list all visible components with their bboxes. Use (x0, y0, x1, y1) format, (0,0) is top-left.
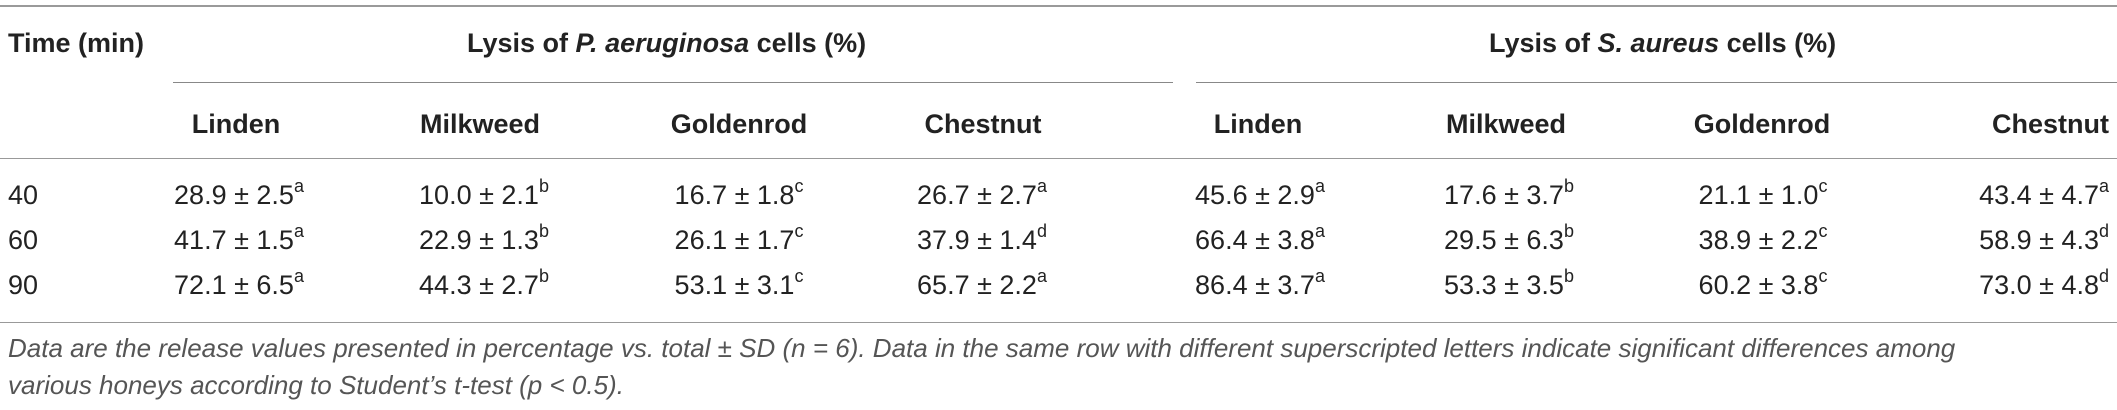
row-time: 60 (8, 225, 39, 255)
group-header-s-aureus: Lysis of S. aureus cells (%) (1489, 28, 1837, 58)
table-cell: 65.7 ± 2.2a (917, 266, 1047, 300)
table-cell: 53.3 ± 3.5b (1444, 266, 1574, 300)
time-column-header: Time (min) (8, 28, 145, 58)
column-header-goldenrod: Goldenrod (1693, 109, 1831, 139)
table-footnote: Data are the release values presented in… (8, 330, 2108, 404)
group-header-p-aeruginosa: Lysis of P. aeruginosa cells (%) (467, 28, 867, 58)
column-header-chestnut: Chestnut (1992, 109, 2109, 139)
table-cell: 45.6 ± 2.9a (1195, 176, 1325, 210)
group-rule-s-aureus (1196, 82, 2117, 83)
table-cell: 38.9 ± 2.2c (1698, 221, 1828, 255)
column-header-goldenrod: Goldenrod (670, 109, 808, 139)
group-rule-p-aeruginosa (173, 82, 1173, 83)
table-cell: 28.9 ± 2.5a (174, 176, 304, 210)
header-rule (0, 158, 2117, 159)
column-header-milkweed: Milkweed (419, 109, 541, 139)
table-cell: 10.0 ± 2.1b (419, 176, 549, 210)
table-cell: 22.9 ± 1.3b (419, 221, 549, 255)
table-cell: 37.9 ± 1.4d (917, 221, 1047, 255)
table-cell: 44.3 ± 2.7b (419, 266, 549, 300)
table-cell: 58.9 ± 4.3d (1979, 221, 2109, 255)
top-rule (0, 5, 2117, 7)
table-cell: 86.4 ± 3.7a (1195, 266, 1325, 300)
table-cell: 29.5 ± 6.3b (1444, 221, 1574, 255)
column-header-chestnut: Chestnut (924, 109, 1042, 139)
footnote-line: Data are the release values presented in… (8, 333, 1956, 363)
table-cell: 16.7 ± 1.8c (674, 176, 804, 210)
column-header-linden: Linden (1213, 109, 1303, 139)
table-cell: 43.4 ± 4.7a (1979, 176, 2109, 210)
row-time: 40 (8, 180, 39, 210)
table-cell: 72.1 ± 6.5a (174, 266, 304, 300)
table-cell: 21.1 ± 1.0c (1698, 176, 1828, 210)
bottom-rule (0, 322, 2117, 323)
table-cell: 53.1 ± 3.1c (674, 266, 804, 300)
footnote-line: various honeys according to Student’s t-… (8, 370, 624, 400)
table-cell: 41.7 ± 1.5a (174, 221, 304, 255)
table-cell: 17.6 ± 3.7b (1444, 176, 1574, 210)
table-cell: 26.1 ± 1.7c (674, 221, 804, 255)
table-cell: 73.0 ± 4.8d (1979, 266, 2109, 300)
column-header-milkweed: Milkweed (1445, 109, 1567, 139)
table-cell: 60.2 ± 3.8c (1698, 266, 1828, 300)
row-time: 90 (8, 270, 39, 300)
table-cell: 26.7 ± 2.7a (917, 176, 1047, 210)
table-cell: 66.4 ± 3.8a (1195, 221, 1325, 255)
column-header-linden: Linden (191, 109, 281, 139)
